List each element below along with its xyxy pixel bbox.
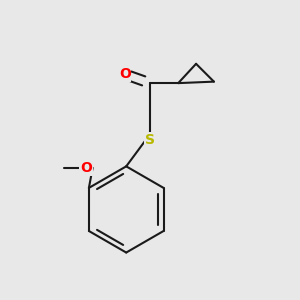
Text: S: S (145, 133, 155, 147)
Text: O: O (80, 161, 92, 175)
Text: O: O (119, 67, 131, 81)
